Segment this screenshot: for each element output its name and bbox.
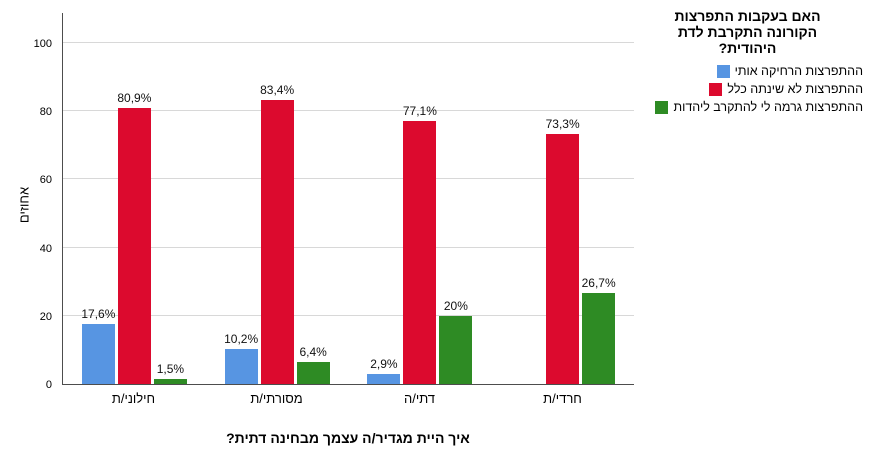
legend-items: ההתפרצות הרחיקה אותי ההתפרצות לא שינתה כל… bbox=[630, 64, 865, 115]
y-axis-ticks: 0 20 40 60 80 100 bbox=[0, 13, 56, 391]
bar-groups: 17,6% 80,9% 1,5% 10,2% 83,4% 6,4% 2,9% 77,1% 20%… bbox=[63, 13, 634, 384]
legend-item-label: ההתפרצות הרחיקה אותי bbox=[734, 64, 863, 78]
legend-title: האם בעקבות התפרצות הקורונה התקרבת לדת הי… bbox=[674, 8, 821, 56]
x-tick-label-4: חרדי/ת bbox=[543, 391, 582, 406]
gridline-100 bbox=[63, 42, 634, 43]
x-tick-label-3: דתי/ה bbox=[403, 391, 436, 406]
bar-value-label: 10,2% bbox=[224, 332, 259, 347]
y-tick-label-0: 0 bbox=[45, 379, 52, 391]
bar: 20% bbox=[439, 299, 473, 384]
gridline-40 bbox=[63, 246, 634, 248]
bar-value-label: 77,1% bbox=[402, 104, 437, 119]
bar: 1,5% bbox=[153, 362, 187, 384]
gridline-60 bbox=[63, 178, 634, 180]
bar-value-label: 80,9% bbox=[117, 91, 152, 106]
y-tick-label-100: 100 bbox=[33, 38, 52, 50]
legend-item-1: ההתפרצות הרחיקה אותי bbox=[716, 64, 863, 79]
legend-item-2: ההתפרצות לא שינתה כלל bbox=[709, 82, 863, 97]
bar: 6,4% bbox=[296, 346, 330, 384]
bar: 17,6% bbox=[81, 307, 115, 384]
bar-value-label: 20% bbox=[443, 298, 468, 313]
bar: 10,2% bbox=[224, 333, 258, 384]
bar-value-label: 6,4% bbox=[299, 345, 327, 360]
x-tick-label-2: מסורתי/ת bbox=[250, 391, 303, 406]
bar-value-label: 17,6% bbox=[81, 306, 116, 321]
y-tick-label-20: 20 bbox=[39, 310, 52, 323]
legend-swatch-icon bbox=[716, 65, 730, 78]
bar-group-3: 2,9% 77,1% 20% bbox=[349, 13, 492, 384]
bar: 26,7% bbox=[582, 276, 616, 384]
legend-swatch-icon bbox=[709, 83, 723, 96]
gridline-20 bbox=[63, 314, 634, 316]
bar-value-label: 83,4% bbox=[260, 82, 295, 97]
legend-item-label: ההתפרצות גרמה לי להתקרב ליהדות bbox=[673, 100, 863, 114]
bar: 77,1% bbox=[403, 105, 437, 384]
y-tick-label-60: 60 bbox=[39, 174, 52, 187]
legend: האם בעקבות התפרצות הקורונה התקרבת לדת הי… bbox=[630, 8, 865, 115]
bar: 80,9% bbox=[117, 92, 151, 384]
x-axis-category-labels: חילוני/ת מסורתי/ת דתי/ה חרדי/ת bbox=[62, 391, 634, 406]
legend-item-label: ההתפרצות לא שינתה כלל bbox=[727, 82, 863, 96]
x-axis-title: איך היית מגדיר/ה עצמך מבחינה דתית? bbox=[226, 430, 470, 446]
bar-group-4: 73,3% 26,7% bbox=[491, 13, 634, 384]
y-tick-label-80: 80 bbox=[39, 106, 52, 119]
bar-group-2: 10,2% 83,4% 6,4% bbox=[206, 13, 349, 384]
bar-value-label: 1,5% bbox=[156, 361, 185, 376]
bar-value-label: 73,3% bbox=[545, 117, 580, 132]
bar: 73,3% bbox=[546, 118, 580, 384]
plot-area: 17,6% 80,9% 1,5% 10,2% 83,4% 6,4% 2,9% 77,1% 20%… bbox=[62, 13, 634, 385]
legend-swatch-icon bbox=[655, 101, 669, 114]
bar-group-1: 17,6% 80,9% 1,5% bbox=[63, 13, 206, 384]
bar: 2,9% bbox=[367, 358, 401, 384]
legend-item-3: ההתפרצות גרמה לי להתקרב ליהדות bbox=[655, 100, 863, 115]
gridline-80 bbox=[63, 110, 634, 112]
x-tick-label-1: חילוני/ת bbox=[111, 391, 156, 406]
bar-value-label: 26,7% bbox=[581, 275, 616, 290]
y-tick-label-40: 40 bbox=[39, 242, 52, 255]
bar-value-label: 2,9% bbox=[370, 357, 398, 372]
bar: 83,4% bbox=[260, 83, 294, 384]
